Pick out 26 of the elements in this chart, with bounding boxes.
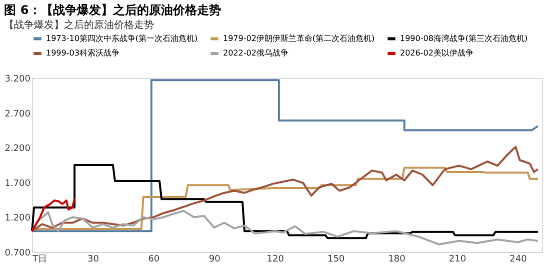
legend-label: 1973-10第四次中东战争(第一次石油危机) <box>46 34 198 43</box>
y-tick-label: 3.200 <box>4 74 31 84</box>
y-tick-label: 2.700 <box>4 109 31 120</box>
x-tick-label: 180 <box>388 254 406 264</box>
y-tick-label: 1.200 <box>4 214 31 224</box>
x-tick-label: 30 <box>87 254 100 264</box>
legend-label: 1990-08海湾战争(第三次石油危机) <box>400 34 528 43</box>
line-series <box>31 79 539 232</box>
x-tick-label: 240 <box>510 254 528 264</box>
x-tick-label: 150 <box>327 254 345 264</box>
x-tick-label: 120 <box>266 254 284 264</box>
legend-label: 2022-02俄乌战争 <box>223 48 288 58</box>
y-tick-label: 0.700 <box>4 248 31 258</box>
line-series <box>31 197 76 232</box>
y-tick-label: 2.200 <box>4 144 31 154</box>
line-series <box>31 146 539 232</box>
legend-label: 1999-03科索沃战争 <box>46 48 120 58</box>
legend-label: 2026-02美以伊战争 <box>400 48 474 58</box>
chart-title: 图 6：【战争爆发】之后的原油价格走势 <box>4 3 221 17</box>
y-tick-label: 1.700 <box>4 178 31 189</box>
x-tick-label: 90 <box>208 254 221 264</box>
x-tick-label: 60 <box>148 254 160 264</box>
legend-label: 1979-02伊朗伊斯兰革命(第二次石油危机) <box>223 34 375 43</box>
x-tick-label: 210 <box>448 254 466 264</box>
chart-subtitle: 【战争爆发】之后的原油价格走势 <box>4 19 154 31</box>
x-tick-label: T日 <box>32 254 47 264</box>
